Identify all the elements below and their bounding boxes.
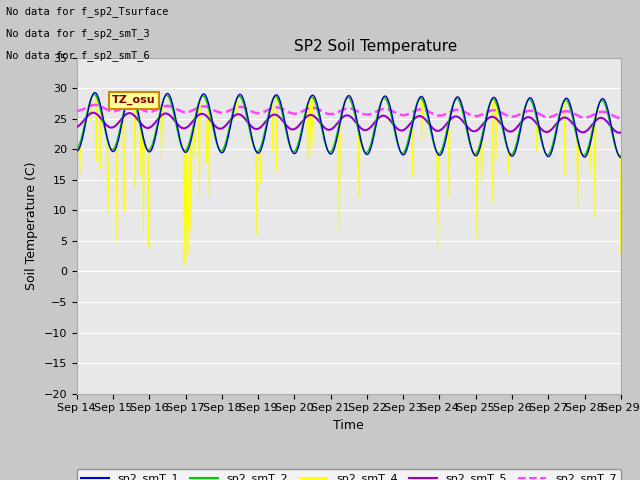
X-axis label: Time: Time xyxy=(333,419,364,432)
Y-axis label: Soil Temperature (C): Soil Temperature (C) xyxy=(25,161,38,290)
Text: No data for f_sp2_smT_3: No data for f_sp2_smT_3 xyxy=(6,28,150,39)
Text: No data for f_sp2_smT_6: No data for f_sp2_smT_6 xyxy=(6,49,150,60)
Title: SP2 Soil Temperature: SP2 Soil Temperature xyxy=(294,39,458,54)
Text: No data for f_sp2_Tsurface: No data for f_sp2_Tsurface xyxy=(6,6,169,17)
Legend: sp2_smT_1, sp2_smT_2, sp2_smT_4, sp2_smT_5, sp2_smT_7: sp2_smT_1, sp2_smT_2, sp2_smT_4, sp2_smT… xyxy=(77,469,621,480)
Text: TZ_osu: TZ_osu xyxy=(112,95,156,105)
